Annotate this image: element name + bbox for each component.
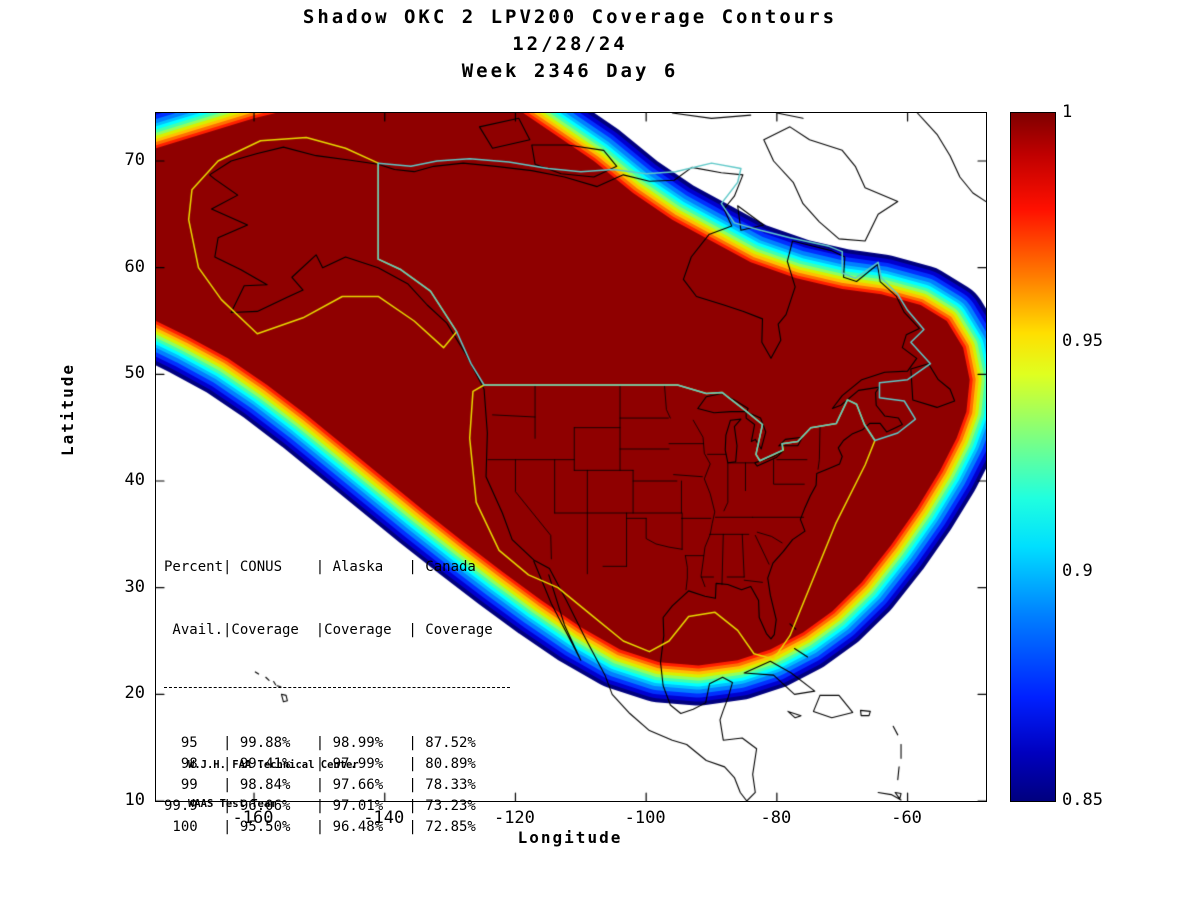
map-plot-area: Percent| CONUS | Alaska | Canada Avail.|… (155, 112, 987, 835)
x-tick-label: -100 (624, 808, 666, 828)
availability-table-row: 100 | 95.50% | 96.48% | 72.85% (164, 819, 476, 835)
y-tick-label: 10 (124, 790, 145, 810)
y-tick-label: 60 (124, 256, 145, 277)
credit-line-2: WAAS Test Team (188, 798, 277, 810)
x-tick-label: -120 (493, 808, 535, 828)
availability-table-header-2: Avail.|Coverage |Coverage | Coverage (164, 622, 493, 638)
colorbar-tick-label: 1 (1062, 102, 1073, 122)
y-tick-label: 30 (124, 576, 145, 597)
availability-table-row: 98 | 99.41% | 97.99% | 80.89% (164, 756, 476, 772)
table-dashed-separator (164, 687, 510, 688)
plot-date: 12/28/24 (512, 33, 628, 55)
x-axis-label: Longitude (517, 828, 623, 847)
availability-table-row: 95 | 99.88% | 98.99% | 87.52% (164, 735, 476, 751)
x-tick-label: -140 (363, 808, 405, 828)
availability-table: Percent| CONUS | Alaska | Canada Avail.|… (164, 515, 510, 880)
y-tick-label: 40 (124, 470, 145, 490)
availability-table-header-1: Percent| CONUS | Alaska | Canada (164, 559, 476, 575)
colorbar-tick-label: 0.9 (1062, 560, 1093, 581)
plot-title-block: Shadow OKC 2 LPV200 Coverage Contours 12… (155, 4, 985, 85)
coverage-map-canvas (156, 113, 986, 801)
availability-table-rows: 95 | 99.88% | 98.99% | 87.52% 98 | 99.41… (164, 733, 510, 838)
colorbar (1010, 112, 1056, 802)
credit-line-1: W.J.H. FAA Technical Center (188, 759, 359, 771)
plot-title: Shadow OKC 2 LPV200 Coverage Contours (302, 6, 838, 28)
colorbar-tick-label: 0.85 (1062, 790, 1103, 810)
availability-table-row: 99 | 98.84% | 97.66% | 78.33% (164, 777, 476, 793)
colorbar-tick-label: 0.95 (1062, 331, 1103, 352)
credit-text: W.J.H. FAA Technical Center WAAS Test Te… (188, 733, 359, 837)
x-tick-label: -160 (232, 808, 274, 828)
y-tick-label: 20 (124, 683, 145, 704)
colorbar-gradient (1011, 113, 1055, 801)
y-tick-label: 50 (124, 363, 145, 384)
y-tick-label: 70 (124, 150, 145, 170)
x-tick-label: -80 (760, 808, 792, 828)
availability-table-row: 99.9 | 96.06% | 97.01% | 73.23% (164, 798, 476, 814)
x-tick-label: -60 (891, 808, 922, 828)
plot-week-day: Week 2346 Day 6 (461, 60, 679, 82)
y-axis-label: Latitude (58, 362, 77, 456)
